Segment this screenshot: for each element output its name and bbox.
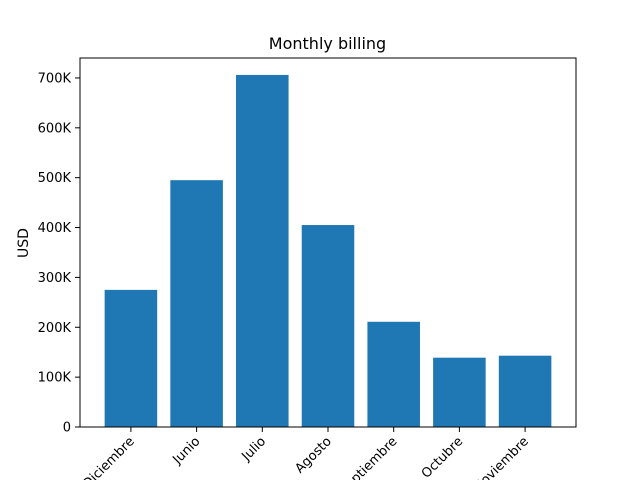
y-axis: 0 100K 200K 300K 400K 500K 600K 700K bbox=[38, 71, 80, 436]
x-axis: Diciembre Junio Julio Agosto Septiembre Octub… bbox=[80, 427, 532, 484]
y-tick-label: 0 bbox=[63, 421, 71, 436]
x-tick-label: Diciembre bbox=[80, 434, 138, 480]
x-tick-label: Septiembre bbox=[337, 434, 401, 480]
chart-title: Monthly billing bbox=[269, 34, 386, 53]
bar-junio bbox=[170, 180, 223, 427]
bar-agosto bbox=[301, 225, 355, 427]
y-tick-label: 400K bbox=[38, 221, 72, 236]
y-tick-label: 700K bbox=[38, 71, 72, 86]
bar-septiembre bbox=[367, 321, 420, 427]
y-tick-label: 600K bbox=[38, 121, 72, 136]
y-tick-label: 500K bbox=[38, 171, 72, 186]
bar-noviembre bbox=[498, 355, 552, 427]
y-axis-label: USD bbox=[16, 228, 32, 258]
x-tick-label: Junio bbox=[170, 434, 204, 468]
plot-frame bbox=[79, 57, 577, 428]
x-tick-label: Noviembre bbox=[471, 434, 532, 480]
y-tick-label: 300K bbox=[38, 271, 72, 286]
bar-julio bbox=[236, 74, 289, 428]
bar-diciembre bbox=[104, 289, 158, 427]
y-tick-label: 200K bbox=[38, 321, 72, 336]
x-tick-label: Agosto bbox=[292, 434, 334, 476]
x-tick-label: Julio bbox=[239, 434, 270, 465]
y-tick-label: 100K bbox=[38, 371, 72, 386]
bar-octubre bbox=[433, 357, 486, 427]
x-tick-label: Octubre bbox=[419, 434, 466, 480]
bars-group bbox=[104, 74, 552, 428]
